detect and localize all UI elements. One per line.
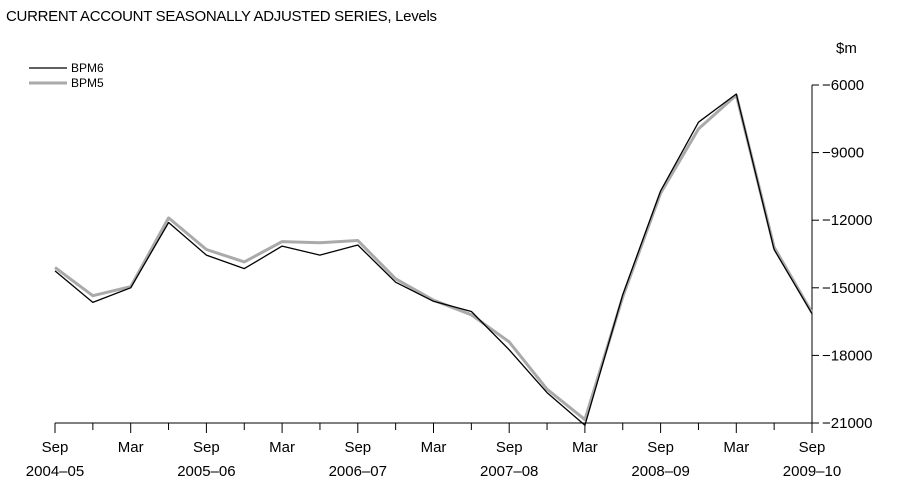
x-tick-label-month: Sep: [647, 439, 674, 456]
x-tick-label-year: 2008–09: [631, 463, 689, 480]
series-line-bpm6: [54, 93, 813, 426]
x-tick-label-month: Sep: [496, 439, 523, 456]
x-tick-label-year: 2007–08: [480, 463, 538, 480]
y-tick-label: −6000: [822, 77, 864, 94]
chart-title: CURRENT ACCOUNT SEASONALLY ADJUSTED SERI…: [6, 8, 437, 25]
legend-label-bpm6: BPM6: [71, 61, 104, 75]
y-tick-label: −12000: [822, 212, 872, 229]
x-tick-label-month: Mar: [572, 439, 598, 456]
x-tick-label-year: 2006–07: [329, 463, 387, 480]
x-tick-label-year: 2009–10: [783, 463, 841, 480]
axes: −6000 −9000 −12000 −15000 −18000 −21000 Sep 200…: [26, 77, 873, 480]
y-tick-label: −15000: [822, 280, 872, 297]
series-lines: [54, 93, 814, 426]
x-tick-label-year: 2005–06: [177, 463, 235, 480]
x-tick-label-month: Sep: [42, 439, 69, 456]
x-tick-label-month: Sep: [193, 439, 220, 456]
x-tick-label-month: Sep: [799, 439, 826, 456]
y-tick-label: −21000: [822, 415, 872, 432]
x-tick-label-month: Mar: [118, 439, 144, 456]
x-tick-label-year: 2004–05: [26, 463, 84, 480]
series-line-bpm5: [54, 93, 814, 422]
x-tick-label-month: Mar: [421, 439, 447, 456]
y-tick-label: −9000: [822, 145, 864, 162]
legend-label-bpm5: BPM5: [71, 76, 104, 90]
y-axis-unit-label: $m: [836, 40, 857, 57]
x-tick-label-month: Mar: [723, 439, 749, 456]
x-tick-label-month: Mar: [269, 439, 295, 456]
x-tick-label-month: Sep: [344, 439, 371, 456]
y-tick-label: −18000: [822, 347, 872, 364]
